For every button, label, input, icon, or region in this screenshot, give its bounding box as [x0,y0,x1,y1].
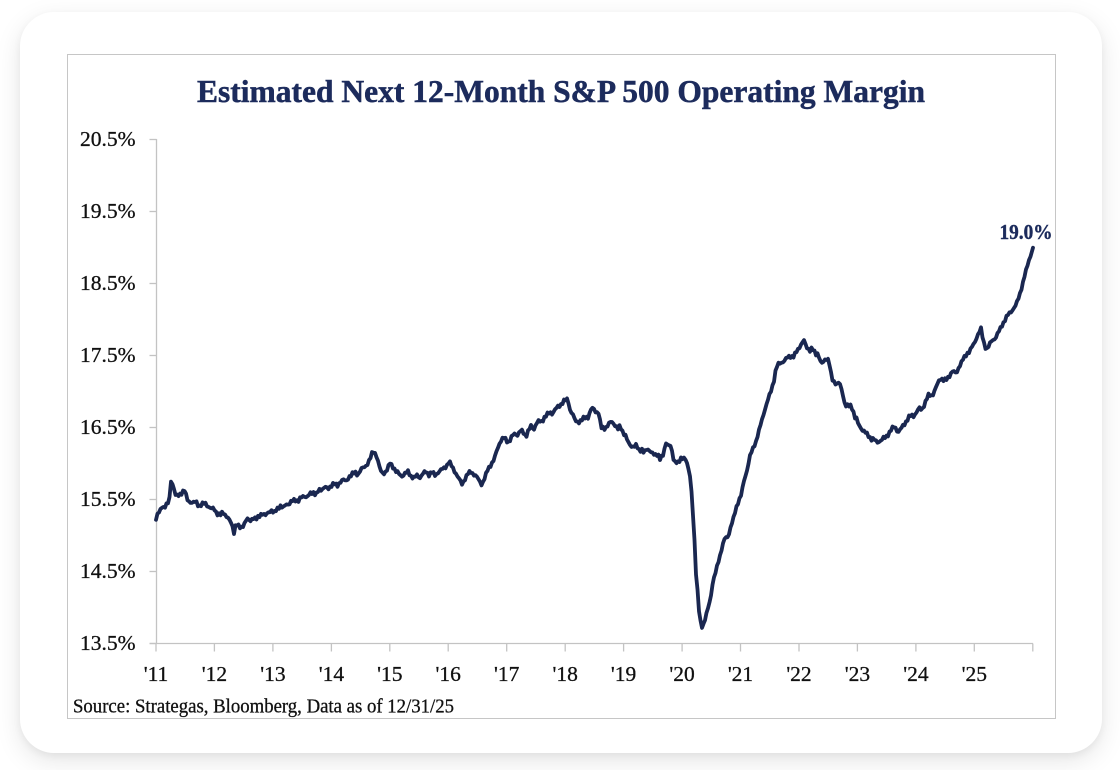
svg-text:'20: '20 [669,662,694,686]
svg-text:18.5%: 18.5% [80,271,136,295]
svg-text:13.5%: 13.5% [80,631,136,655]
svg-text:19.0%: 19.0% [1000,220,1053,244]
svg-text:'19: '19 [611,662,636,686]
svg-text:14.5%: 14.5% [80,559,136,583]
svg-text:'18: '18 [553,662,578,686]
svg-text:19.5%: 19.5% [80,199,136,223]
svg-text:'24: '24 [903,662,929,686]
svg-text:17.5%: 17.5% [80,343,136,367]
svg-text:'12: '12 [202,662,227,686]
svg-text:'17: '17 [494,662,520,686]
svg-text:20.5%: 20.5% [80,127,136,151]
svg-text:'11: '11 [144,662,169,686]
svg-text:'14: '14 [319,662,345,686]
svg-text:'13: '13 [260,662,285,686]
svg-text:15.5%: 15.5% [80,487,136,511]
svg-text:'23: '23 [845,662,870,686]
svg-text:Source: Strategas, Bloomberg,: Source: Strategas, Bloomberg, Data as of… [73,696,454,717]
svg-text:'21: '21 [728,662,753,686]
svg-text:16.5%: 16.5% [80,415,136,439]
svg-text:'25: '25 [962,662,987,686]
svg-text:'15: '15 [377,662,402,686]
svg-text:Estimated Next 12-Month S&P 50: Estimated Next 12-Month S&P 500 Operatin… [197,74,925,109]
svg-text:'16: '16 [436,662,462,686]
svg-text:'22: '22 [786,662,811,686]
